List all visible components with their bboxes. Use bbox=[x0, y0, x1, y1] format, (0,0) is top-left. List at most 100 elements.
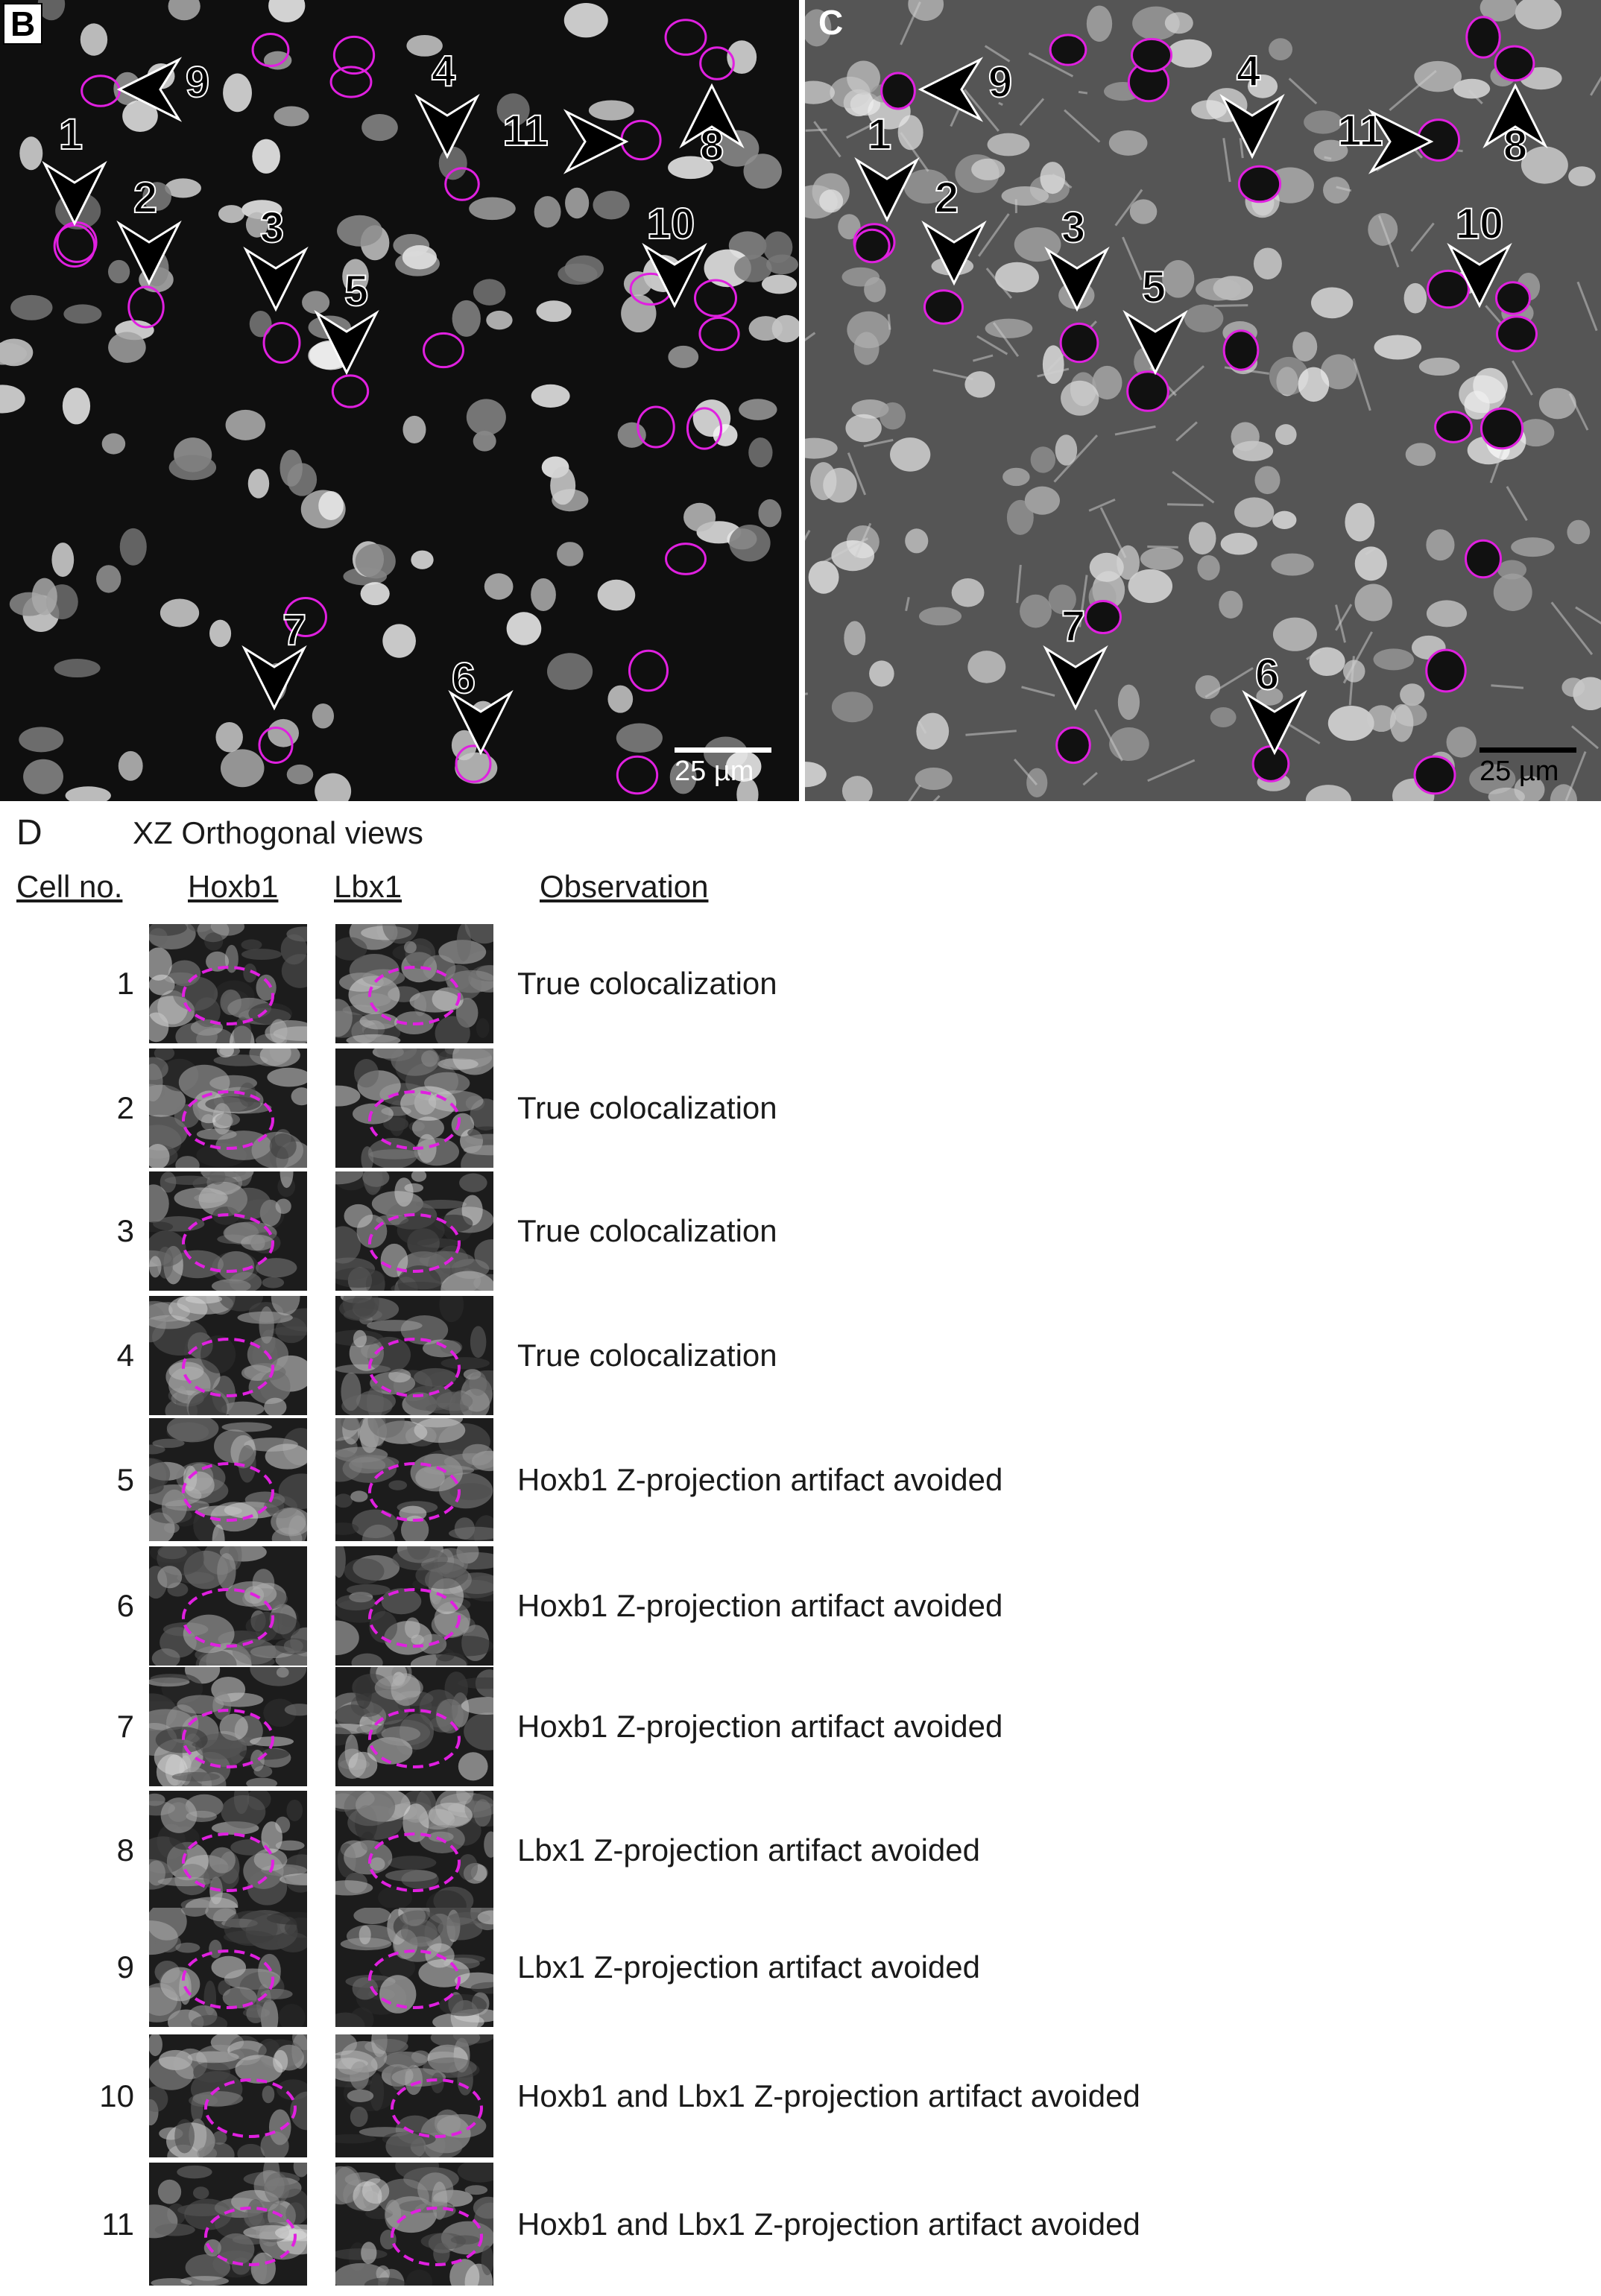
table-row: 5 Hoxb1 Z-projection artifact avoided bbox=[0, 1418, 1601, 1541]
panel-c-label: C bbox=[818, 3, 844, 42]
panel-b-label: B bbox=[3, 3, 43, 45]
lbx1-xz-view bbox=[335, 1049, 493, 1168]
panel-c-scale-bar-label: 25 µm bbox=[1480, 756, 1559, 787]
scale-bar bbox=[1480, 747, 1576, 753]
arrowhead-5 bbox=[1122, 309, 1188, 376]
cell-number: 2 bbox=[116, 1090, 134, 1125]
column-header-cell-no: Cell no. bbox=[16, 869, 123, 904]
hoxb1-xz-view bbox=[149, 1418, 307, 1541]
arrowhead-3 bbox=[1044, 246, 1110, 312]
table-row: 1 True colocalization bbox=[0, 924, 1601, 1043]
arrow-label-7: 7 bbox=[282, 606, 306, 654]
arrowhead-4 bbox=[1219, 93, 1285, 159]
arrowhead-6 bbox=[1242, 689, 1307, 756]
observation-text: True colocalization bbox=[517, 1338, 777, 1373]
arrowhead-3 bbox=[243, 246, 309, 312]
cell-outlines bbox=[853, 16, 1538, 795]
hoxb1-xz-view bbox=[149, 1667, 307, 1786]
column-header-lbx1: Lbx1 bbox=[334, 869, 402, 904]
observation-text: Lbx1 Z-projection artifact avoided bbox=[517, 1832, 980, 1868]
table-row: 4 True colocalization bbox=[0, 1296, 1601, 1415]
arrowhead-6 bbox=[448, 689, 514, 756]
lbx1-xz-view bbox=[335, 1908, 493, 2027]
arrowhead-10 bbox=[1447, 242, 1512, 309]
panel-b-image: 1 2 3 4 5 6 7 8 9 10 11 bbox=[0, 0, 799, 801]
arrow-label-11: 11 bbox=[502, 107, 548, 155]
cell-number: 5 bbox=[116, 1461, 134, 1497]
arrow-label-6: 6 bbox=[1255, 651, 1279, 699]
arrow-label-11: 11 bbox=[1337, 107, 1383, 155]
arrowhead-9 bbox=[116, 57, 183, 122]
arrowhead-8 bbox=[679, 83, 745, 149]
arrow-label-3: 3 bbox=[1061, 203, 1085, 252]
hoxb1-xz-view bbox=[149, 1546, 307, 1666]
arrowheads: 12 3 4 5 6 7 8 9 10 11 bbox=[854, 46, 1548, 756]
cell-number: 6 bbox=[116, 1588, 134, 1623]
arrowhead-7 bbox=[241, 645, 307, 711]
observation-text: True colocalization bbox=[517, 1213, 777, 1248]
cell-number: 3 bbox=[116, 1213, 134, 1248]
observation-text: Hoxb1 Z-projection artifact avoided bbox=[517, 1461, 1003, 1497]
cell-number: 7 bbox=[116, 1709, 134, 1744]
arrow-label-7: 7 bbox=[1061, 602, 1085, 651]
arrowhead-11 bbox=[1368, 109, 1434, 174]
lbx1-xz-view bbox=[335, 1667, 493, 1786]
cell-number: 1 bbox=[116, 966, 134, 1001]
hoxb1-xz-view bbox=[149, 1908, 307, 2027]
table-row: 11 Hoxb1 and Lbx1 Z-projection artifact a… bbox=[0, 2163, 1601, 2286]
observation-text: Lbx1 Z-projection artifact avoided bbox=[517, 1949, 980, 1985]
panel-d-title: XZ Orthogonal views bbox=[133, 815, 423, 850]
arrow-label-6: 6 bbox=[452, 654, 476, 703]
lbx1-xz-view bbox=[335, 2034, 493, 2157]
scale-bar bbox=[675, 747, 771, 753]
arrow-label-3: 3 bbox=[260, 203, 284, 252]
arrowhead-10 bbox=[642, 242, 707, 309]
arrowhead-1 bbox=[854, 156, 920, 223]
cell-number: 8 bbox=[116, 1832, 134, 1868]
image-background bbox=[0, 0, 799, 801]
hoxb1-xz-view bbox=[149, 2034, 307, 2157]
table-row: 3 True colocalization bbox=[0, 1171, 1601, 1291]
table-row: 8 Lbx1 Z-projection artifact avoided bbox=[0, 1791, 1601, 1910]
arrow-label-9: 9 bbox=[186, 58, 209, 107]
hoxb1-xz-view bbox=[149, 1791, 307, 1910]
cell-number: 4 bbox=[116, 1338, 134, 1373]
lbx1-xz-view bbox=[335, 1296, 493, 1415]
observation-text: True colocalization bbox=[517, 966, 777, 1001]
table-row: 6 Hoxb1 Z-projection artifact avoided bbox=[0, 1546, 1601, 1666]
arrow-label-8: 8 bbox=[1503, 121, 1527, 170]
arrow-label-2: 2 bbox=[133, 174, 157, 222]
arrowhead-4 bbox=[414, 93, 480, 159]
hoxb1-xz-view bbox=[149, 1049, 307, 1168]
arrow-label-8: 8 bbox=[700, 121, 724, 170]
arrow-label-10: 10 bbox=[647, 200, 695, 248]
table-row: 2 True colocalization bbox=[0, 1049, 1601, 1168]
table-row: 7 Hoxb1 Z-projection artifact avoided bbox=[0, 1667, 1601, 1786]
arrow-label-9: 9 bbox=[988, 58, 1012, 107]
column-header-hoxb1: Hoxb1 bbox=[188, 869, 279, 904]
observation-text: Hoxb1 and Lbx1 Z-projection artifact avo… bbox=[517, 2206, 1140, 2242]
table-row: 10 Hoxb1 and Lbx1 Z-projection artifact a… bbox=[0, 2034, 1601, 2157]
lbx1-xz-view bbox=[335, 1791, 493, 1910]
observation-text: Hoxb1 and Lbx1 Z-projection artifact avo… bbox=[517, 2078, 1140, 2113]
arrow-label-10: 10 bbox=[1456, 200, 1504, 248]
table-row: 9 Lbx1 Z-projection artifact avoided bbox=[0, 1908, 1601, 2027]
panel-b-scale-bar-label: 25 µm bbox=[675, 756, 754, 787]
arrowhead-7 bbox=[1043, 645, 1108, 711]
arrow-label-1: 1 bbox=[868, 110, 891, 159]
fibers bbox=[805, 1, 1601, 801]
arrow-label-2: 2 bbox=[935, 174, 959, 222]
arrowhead-5 bbox=[314, 309, 379, 376]
cell-number: 9 bbox=[116, 1949, 134, 1985]
arrow-label-4: 4 bbox=[1237, 47, 1260, 95]
panel-c-image: 12 3 4 5 6 7 8 9 10 11 bbox=[805, 0, 1601, 801]
lbx1-xz-view bbox=[335, 1418, 493, 1541]
hoxb1-xz-view bbox=[149, 1296, 307, 1415]
arrow-label-5: 5 bbox=[344, 267, 368, 315]
lbx1-xz-view bbox=[335, 1546, 493, 1666]
lbx1-xz-view bbox=[335, 1171, 493, 1291]
arrowhead-8 bbox=[1482, 83, 1548, 149]
arrow-label-5: 5 bbox=[1142, 263, 1166, 311]
arrowhead-11 bbox=[563, 109, 629, 174]
